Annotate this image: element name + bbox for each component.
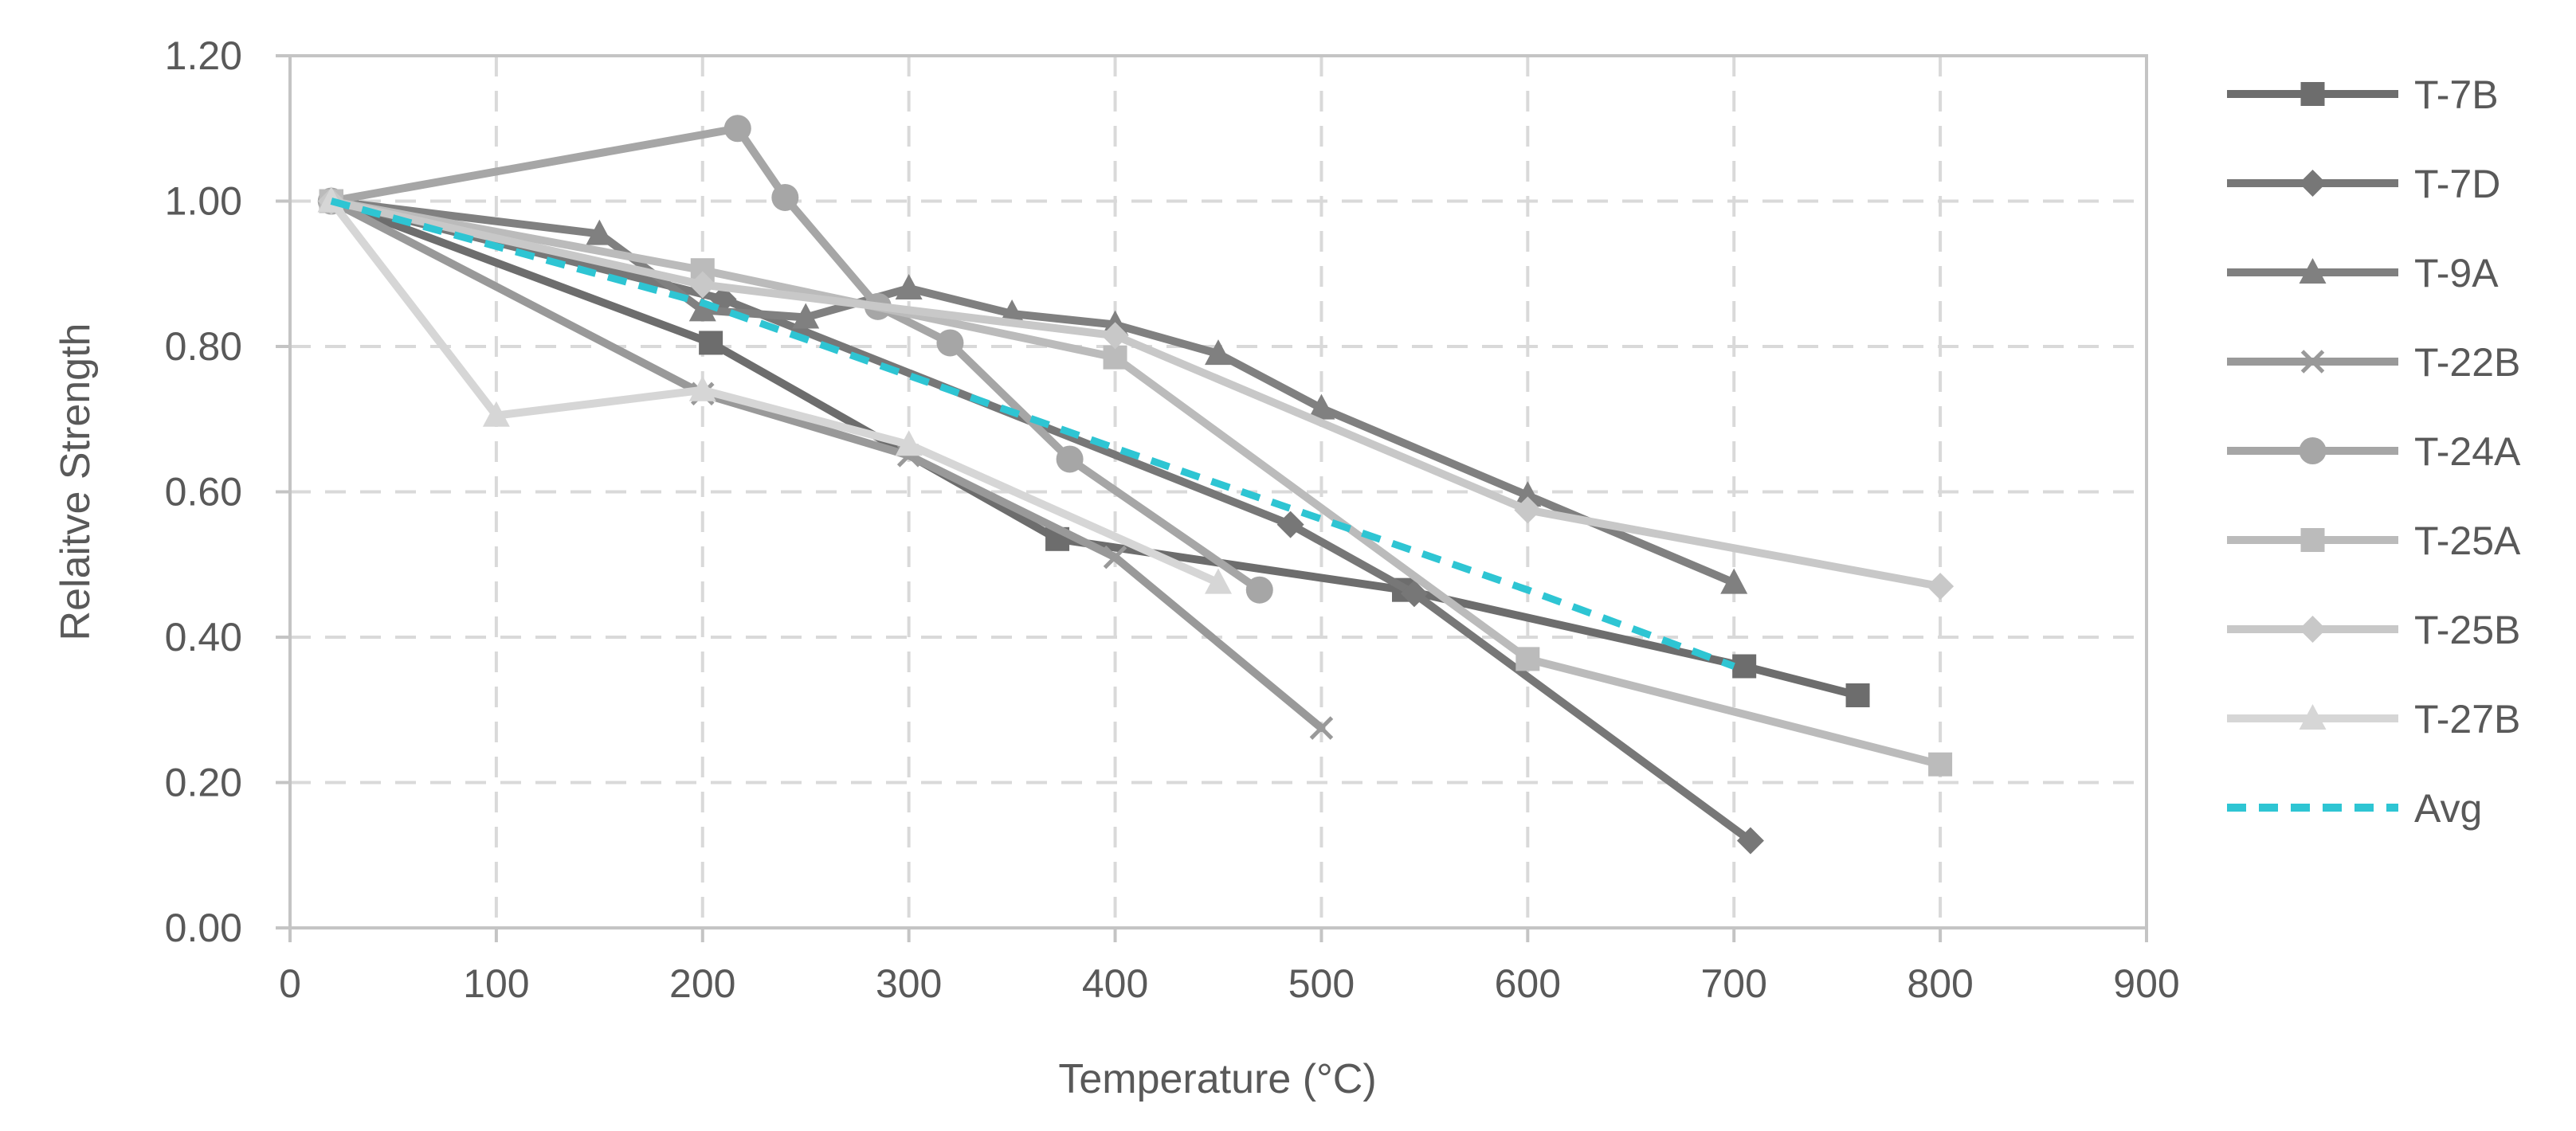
data-point-t-27b xyxy=(1205,568,1232,594)
data-point-t-7d xyxy=(1400,580,1428,608)
legend: T-7B T-7D T-9A T-22B T-24A T-25A T-25B T-27B Avg xyxy=(2227,72,2521,831)
x-axis-title: Temperature (°C) xyxy=(1058,1056,1376,1102)
legend-marker-t-7d xyxy=(2299,170,2327,197)
legend-item-t-7b: T-7B xyxy=(2227,72,2499,117)
series-t-22b xyxy=(320,189,1334,740)
series-line-t-25a xyxy=(327,197,1945,769)
x-tick-label: 700 xyxy=(1701,961,1767,1006)
data-point-t-25a xyxy=(1928,752,1953,777)
legend-item-avg: Avg xyxy=(2227,786,2482,831)
y-tick-label: 0.40 xyxy=(165,615,242,659)
data-point-t-9a xyxy=(586,219,614,245)
x-axis-ticks: 0 100 200 300 400 500 600 700 800 900 xyxy=(279,928,2180,1006)
data-point-t-9a xyxy=(1720,568,1748,594)
y-tick-label: 0.20 xyxy=(165,761,242,805)
series-t-24a xyxy=(317,115,1273,604)
legend-label-t-22b: T-22B xyxy=(2414,340,2520,385)
legend-marker-t-25a xyxy=(2300,528,2325,552)
legend-marker-t-25b xyxy=(2299,616,2327,643)
series-line-t-22b xyxy=(327,197,1326,733)
legend-item-t-7d: T-7D xyxy=(2227,162,2500,206)
legend-marker-t-7b xyxy=(2300,82,2325,106)
data-point-t-9a xyxy=(688,295,716,322)
data-point-t-22b xyxy=(1309,716,1334,740)
legend-label-t-25a: T-25A xyxy=(2414,519,2521,563)
data-point-t-24a xyxy=(1245,576,1273,604)
data-point-t-7b xyxy=(1732,654,1757,679)
x-marker-stroke xyxy=(1309,716,1334,740)
legend-label-t-7b: T-7B xyxy=(2414,72,2499,117)
data-point-t-25b xyxy=(1927,573,1955,601)
series-line-avg xyxy=(330,198,1735,670)
legend-marker-t-27b xyxy=(2299,704,2327,730)
series-line-t-25b xyxy=(327,197,1945,591)
data-point-t-27b xyxy=(688,375,716,401)
data-point-t-25b xyxy=(1514,496,1542,524)
series-line-t-7b xyxy=(327,197,1862,699)
series-t-25a xyxy=(319,189,1953,777)
legend-item-t-24a: T-24A xyxy=(2227,429,2521,474)
y-tick-label: 0.60 xyxy=(165,470,242,515)
data-point-t-25a xyxy=(1103,345,1127,370)
legend-label-t-24a: T-24A xyxy=(2414,429,2521,474)
data-point-t-25b xyxy=(1101,322,1129,350)
data-point-t-7b xyxy=(699,331,723,355)
data-point-t-22b xyxy=(1103,545,1127,569)
data-point-t-27b xyxy=(895,430,923,456)
legend-label-t-25b: T-25B xyxy=(2414,608,2520,652)
y-tick-label: 0.00 xyxy=(165,906,242,950)
series-line-t-27b xyxy=(327,197,1222,587)
x-tick-label: 200 xyxy=(669,961,735,1006)
legend-label-t-7d: T-7D xyxy=(2414,162,2500,206)
x-tick-label: 100 xyxy=(463,961,529,1006)
legend-marker-t-9a xyxy=(2299,258,2327,284)
series-group xyxy=(317,115,1955,855)
data-point-t-27b xyxy=(482,401,510,427)
legend-item-t-9a: T-9A xyxy=(2227,251,2499,295)
data-point-t-7b xyxy=(1845,683,1870,707)
y-tick-label: 1.00 xyxy=(165,179,242,224)
data-point-t-24a xyxy=(936,329,964,357)
data-point-t-9a xyxy=(1514,481,1542,507)
legend-item-t-25a: T-25A xyxy=(2227,519,2521,563)
series-avg xyxy=(330,198,1735,670)
x-tick-label: 500 xyxy=(1288,961,1355,1006)
data-point-t-24a xyxy=(771,183,799,211)
series-t-25b xyxy=(317,187,1955,601)
y-tick-label: 0.80 xyxy=(165,324,242,369)
legend-item-t-22b: T-22B xyxy=(2227,340,2520,385)
x-tick-label: 600 xyxy=(1495,961,1561,1006)
data-point-t-7d xyxy=(1736,827,1764,855)
legend-label-t-27b: T-27B xyxy=(2414,697,2520,742)
x-tick-label: 800 xyxy=(1907,961,1973,1006)
legend-item-t-25b: T-25B xyxy=(2227,608,2520,652)
x-tick-label: 400 xyxy=(1082,961,1148,1006)
legend-item-t-27b: T-27B xyxy=(2227,697,2520,742)
data-point-t-9a xyxy=(1308,393,1335,420)
legend-label-avg: Avg xyxy=(2414,786,2482,831)
x-tick-label: 900 xyxy=(2113,961,2179,1006)
data-point-t-9a xyxy=(1205,339,1232,366)
data-point-t-24a xyxy=(723,115,751,143)
x-tick-label: 300 xyxy=(876,961,942,1006)
legend-label-t-9a: T-9A xyxy=(2414,251,2499,295)
data-point-t-7d xyxy=(1276,511,1304,538)
x-tick-label: 0 xyxy=(279,961,301,1006)
y-axis-ticks: 0.00 0.20 0.40 0.60 0.80 1.00 1.20 xyxy=(165,33,290,950)
y-axis-title: Relaitve Strength xyxy=(53,323,99,641)
data-point-t-25a xyxy=(1515,647,1540,671)
x-marker-stroke xyxy=(2300,350,2325,374)
data-point-t-9a xyxy=(895,274,923,299)
data-point-t-24a xyxy=(1056,445,1084,473)
x-marker-stroke xyxy=(1103,545,1127,569)
y-tick-label: 1.20 xyxy=(165,33,242,78)
data-point-t-25b xyxy=(688,271,716,299)
legend-marker-t-22b xyxy=(2300,350,2325,374)
legend-marker-t-24a xyxy=(2299,437,2327,464)
data-point-t-9a xyxy=(792,303,820,329)
